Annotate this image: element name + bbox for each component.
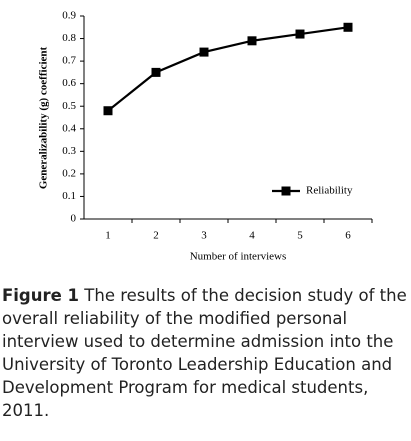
series-line [107,26,349,112]
y-tick-label: 0.5 [62,100,76,112]
x-tick-label: 4 [249,230,255,242]
x-tick-label: 5 [297,230,303,242]
marker [343,22,353,32]
y-tick-label: 0.9 [62,10,76,22]
marker [199,47,209,57]
y-tick-label: 0.1 [62,190,76,202]
marker [151,67,161,77]
chart: Number of interviews Generalizability (g… [38,10,373,263]
legend-marker [281,186,291,196]
x-tick-label: 2 [153,230,159,242]
marker [295,29,305,39]
y-tick-label: 0.6 [62,77,76,89]
y-tick-label: 0.7 [62,55,76,67]
x-tick-label: 1 [105,230,111,242]
marker [247,36,257,46]
y-axis-label: Generalizability (g) coefficient [38,46,50,189]
marker [103,106,113,116]
caption: Figure 1 The results of the decision stu… [2,284,407,422]
x-tick-label: 6 [345,230,351,242]
y-tick-label: 0.4 [62,122,76,134]
y-tick-label: 0.8 [62,32,76,44]
legend-label: Reliability [306,185,353,197]
caption-text: The results of the decision study of the… [2,286,407,420]
x-tick-label: 3 [201,230,207,242]
y-tick-label: 0.2 [62,167,76,179]
caption-label: Figure 1 [2,286,80,305]
y-tick-label: 0.3 [62,145,76,157]
y-tick-label: 0 [71,213,77,225]
x-axis-label: Number of interviews [190,251,287,263]
